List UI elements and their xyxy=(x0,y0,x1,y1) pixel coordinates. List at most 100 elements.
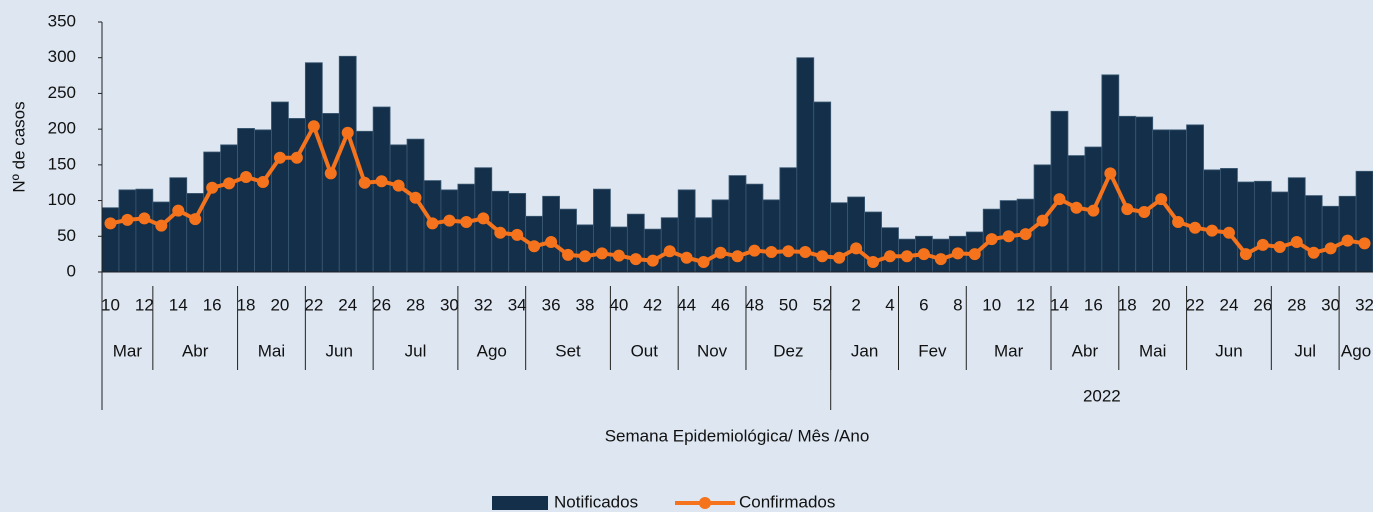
line-marker xyxy=(985,233,998,246)
bar xyxy=(559,208,577,273)
legend-label: Confirmados xyxy=(739,492,835,511)
bar xyxy=(1270,191,1289,273)
x-tick-label: 40 xyxy=(609,295,628,314)
line-marker xyxy=(104,217,117,230)
line-marker xyxy=(375,175,388,188)
x-tick-label: 24 xyxy=(338,295,357,314)
line-marker xyxy=(528,240,541,253)
x-tick-label: 44 xyxy=(677,295,696,314)
line-marker xyxy=(799,246,812,258)
line-marker xyxy=(578,250,591,263)
line-marker xyxy=(1273,241,1286,253)
x-tick-label: 20 xyxy=(1152,295,1171,314)
bar xyxy=(254,129,272,273)
bar xyxy=(847,196,865,273)
y-axis-title: Nº de casos xyxy=(9,101,28,192)
y-tick-label: 0 xyxy=(67,261,76,280)
line-marker xyxy=(612,249,625,262)
month-label: Ago xyxy=(477,341,507,360)
x-tick-label: 36 xyxy=(542,295,561,314)
bar xyxy=(1220,168,1238,273)
bar xyxy=(1304,195,1323,273)
bar xyxy=(1287,177,1306,273)
line-marker xyxy=(273,151,286,164)
y-tick-label: 350 xyxy=(48,11,76,30)
line-marker xyxy=(765,246,778,258)
legend-label: Notificados xyxy=(554,492,638,511)
bar xyxy=(118,189,137,273)
x-tick-label: 16 xyxy=(203,295,222,314)
line-marker xyxy=(172,204,185,217)
line-marker xyxy=(206,181,219,194)
bar xyxy=(813,101,832,273)
x-tick-label: 12 xyxy=(1016,295,1035,314)
bar xyxy=(660,217,679,273)
line-marker xyxy=(731,250,744,263)
line-marker xyxy=(1307,246,1320,259)
line-marker xyxy=(1206,224,1219,237)
bar xyxy=(1050,110,1069,273)
line-marker xyxy=(1256,238,1269,251)
bar xyxy=(440,189,459,273)
month-label: Out xyxy=(631,341,659,360)
x-tick-label: 52 xyxy=(813,295,832,314)
month-label: Jun xyxy=(1215,341,1242,360)
month-label: Mai xyxy=(258,341,285,360)
bar xyxy=(593,188,611,273)
month-label: Fev xyxy=(918,341,947,360)
bar xyxy=(745,183,764,273)
month-label: Nov xyxy=(697,341,728,360)
line-marker xyxy=(1104,167,1117,180)
bar xyxy=(1203,169,1221,273)
line-marker xyxy=(917,248,930,261)
x-tick-label: 22 xyxy=(1186,295,1205,314)
x-tick-label: 48 xyxy=(745,295,764,314)
line-marker xyxy=(1138,206,1151,218)
line-marker xyxy=(1087,204,1100,217)
line-marker xyxy=(850,242,863,255)
line-marker xyxy=(443,214,456,227)
line-marker xyxy=(426,217,439,230)
bar xyxy=(1186,124,1204,273)
x-tick-label: 42 xyxy=(643,295,662,314)
bar xyxy=(288,118,306,273)
month-label: Dez xyxy=(773,341,803,360)
month-label: Set xyxy=(555,341,581,360)
line-marker xyxy=(1121,203,1134,216)
x-tick-label: 2 xyxy=(851,295,860,314)
x-tick-label: 26 xyxy=(372,295,391,314)
line-marker xyxy=(494,226,507,239)
line-marker xyxy=(1189,221,1202,234)
bar xyxy=(169,177,188,273)
y-tick-label: 250 xyxy=(48,83,76,102)
month-label: Jul xyxy=(405,341,427,360)
x-tick-label: 12 xyxy=(135,295,154,314)
x-tick-label: 32 xyxy=(1355,295,1373,314)
month-label: Jul xyxy=(1294,341,1316,360)
bar xyxy=(321,113,340,273)
line-marker xyxy=(1053,193,1066,206)
year-label: 2022 xyxy=(1083,386,1121,405)
bar xyxy=(1321,205,1340,273)
y-tick-label: 50 xyxy=(57,226,76,245)
bar xyxy=(304,62,323,273)
line-marker xyxy=(867,256,880,268)
y-tick-label: 300 xyxy=(48,47,76,66)
line-marker xyxy=(189,213,202,226)
bar xyxy=(152,201,171,273)
x-tick-label: 14 xyxy=(169,295,188,314)
bar xyxy=(389,144,408,273)
x-tick-label: 38 xyxy=(576,295,595,314)
bar xyxy=(135,188,154,273)
bar xyxy=(203,151,222,273)
x-tick-label: 34 xyxy=(508,295,527,314)
line-marker xyxy=(138,212,151,225)
line-marker xyxy=(392,179,405,192)
bar xyxy=(576,224,594,273)
line-marker xyxy=(816,250,829,263)
line-marker xyxy=(290,151,303,164)
line-marker xyxy=(511,228,524,241)
bar xyxy=(237,128,255,273)
line-marker xyxy=(155,219,168,232)
